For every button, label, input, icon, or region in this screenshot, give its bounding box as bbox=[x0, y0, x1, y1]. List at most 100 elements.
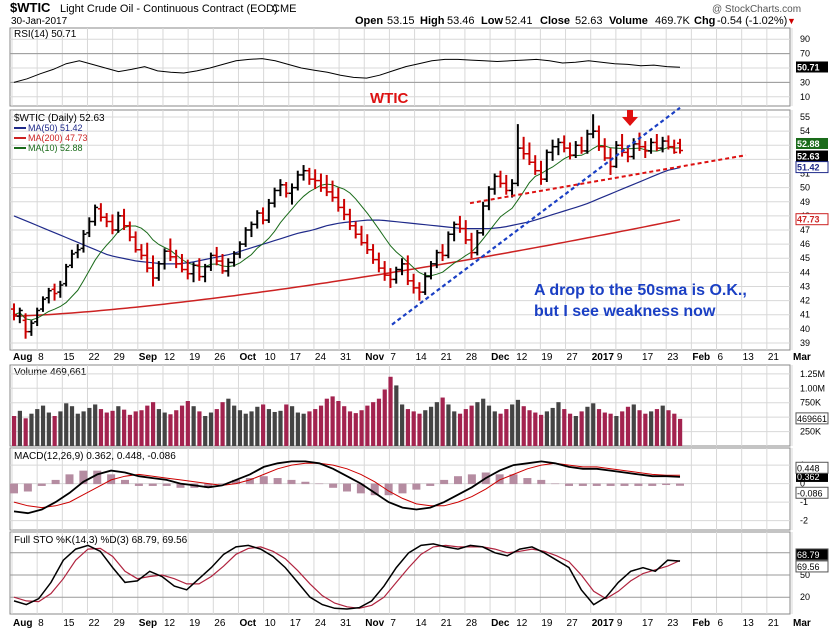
y-tick-label: 750K bbox=[800, 398, 821, 408]
macd-histogram-bar bbox=[578, 483, 587, 486]
ohlc-bar bbox=[364, 234, 371, 254]
volume-bar bbox=[23, 418, 28, 446]
macd-histogram-bar bbox=[301, 481, 310, 485]
ohlc-bar bbox=[636, 132, 643, 151]
ohlc-bar bbox=[57, 280, 64, 298]
macd-histogram-bar bbox=[218, 483, 227, 485]
x-tick-label: 12 bbox=[164, 618, 176, 629]
ohlc-bar bbox=[283, 182, 290, 198]
macd-histogram-bar bbox=[79, 470, 88, 485]
volume-bar bbox=[434, 402, 439, 446]
volume-bar bbox=[12, 416, 17, 446]
macd-tag bbox=[796, 470, 828, 482]
macd-histogram-bar bbox=[232, 479, 240, 485]
x-tick-label: 31 bbox=[340, 352, 352, 363]
macd-histogram-bar bbox=[676, 483, 684, 486]
ohlc-bar bbox=[341, 198, 348, 221]
y-tick-label: 45 bbox=[800, 253, 810, 263]
y-tick-label: 70 bbox=[800, 49, 810, 59]
volume-bar bbox=[573, 416, 578, 446]
volume-bar bbox=[307, 411, 312, 446]
x-tick-label: Mar bbox=[793, 618, 811, 629]
volume-bar bbox=[174, 410, 179, 446]
x-tick-label: Nov bbox=[365, 352, 384, 363]
volume-bar bbox=[637, 410, 642, 446]
y-tick-label: 47 bbox=[800, 225, 810, 235]
price-tag-ma50 bbox=[795, 161, 829, 174]
macd-histogram-bar bbox=[565, 483, 573, 486]
ohlc-bar bbox=[173, 249, 180, 269]
macd-histogram-bar bbox=[634, 483, 643, 486]
volume-bar bbox=[382, 389, 387, 446]
volume-bar bbox=[654, 409, 660, 446]
volume-bar bbox=[93, 404, 98, 446]
ohlc-bar bbox=[184, 259, 191, 280]
ohlc-bar bbox=[671, 139, 678, 154]
volume-bar bbox=[289, 406, 295, 446]
volume-bar bbox=[232, 405, 237, 446]
x-tick-label: 27 bbox=[567, 352, 579, 363]
ohlc-bar bbox=[288, 183, 295, 205]
x-tick-label: 23 bbox=[667, 618, 679, 629]
price-tag-close-text: 52.63 bbox=[797, 152, 820, 162]
macd-tag bbox=[795, 461, 829, 474]
x-tick-label: 2017 bbox=[592, 352, 615, 363]
x-tick-label: 7 bbox=[390, 352, 396, 363]
ma50-line bbox=[13, 167, 681, 265]
x-tick-label: 6 bbox=[718, 618, 724, 629]
volume-bar bbox=[226, 398, 231, 446]
volume-bar bbox=[179, 405, 185, 446]
exchange-label: CME bbox=[272, 3, 296, 15]
wtic-annotation: WTIC bbox=[370, 90, 408, 107]
instrument-name: Light Crude Oil - Continuous Contract (E… bbox=[60, 3, 278, 15]
volume-bar bbox=[510, 404, 515, 446]
x-tick-label: 21 bbox=[768, 352, 780, 363]
macd-histogram-bar bbox=[370, 483, 379, 496]
macd-histogram-bar bbox=[440, 479, 449, 485]
rsi-title: RSI(14) 50.71 bbox=[14, 29, 77, 40]
macd-histogram-bar bbox=[287, 479, 296, 485]
y-tick-label: 50 bbox=[800, 570, 810, 580]
x-tick-label: 27 bbox=[567, 618, 579, 629]
volume-bar bbox=[521, 406, 526, 446]
ohlc-bar bbox=[648, 138, 655, 154]
ohlc-bar bbox=[520, 136, 527, 160]
volume-bar bbox=[533, 412, 538, 446]
volume-bar bbox=[29, 413, 34, 446]
ohlc-bar bbox=[474, 230, 481, 256]
volume-bar bbox=[475, 402, 480, 446]
ohlc-bar bbox=[352, 221, 359, 239]
ohlc-bar bbox=[659, 136, 666, 153]
rsi-line bbox=[13, 58, 681, 83]
ohlc-bar bbox=[399, 258, 406, 276]
volume-bar bbox=[249, 411, 254, 446]
volume-bar bbox=[400, 404, 405, 446]
ohlc-bar bbox=[190, 262, 197, 283]
volume-bar bbox=[596, 409, 602, 446]
volume-bar bbox=[46, 412, 51, 446]
ohlc-bar bbox=[590, 114, 597, 139]
volume-bar bbox=[313, 409, 318, 446]
x-tick-label: 17 bbox=[642, 352, 654, 363]
volume-bar bbox=[643, 413, 648, 446]
close-label: Close bbox=[540, 15, 570, 27]
ohlc-bar bbox=[236, 241, 243, 259]
open-label: Open bbox=[355, 15, 383, 27]
ohlc-bar bbox=[607, 148, 614, 175]
ohlc-bar bbox=[242, 227, 249, 247]
x-tick-label: 29 bbox=[114, 618, 126, 629]
volume-bar bbox=[35, 409, 40, 446]
volume-bar bbox=[428, 406, 434, 446]
volume-bar bbox=[81, 411, 86, 446]
y-tick-label: 42 bbox=[800, 296, 810, 306]
x-tick-label: 22 bbox=[88, 618, 100, 629]
ohlc-bar bbox=[126, 221, 133, 242]
y-tick-label: -2 bbox=[800, 516, 808, 526]
x-tick-label: 21 bbox=[441, 352, 453, 363]
ohlc-bar bbox=[538, 160, 545, 185]
ohlc-bar bbox=[526, 142, 533, 166]
x-tick-label: 10 bbox=[265, 352, 277, 363]
ohlc-bar bbox=[34, 307, 41, 326]
ohlc-bar bbox=[63, 263, 70, 287]
